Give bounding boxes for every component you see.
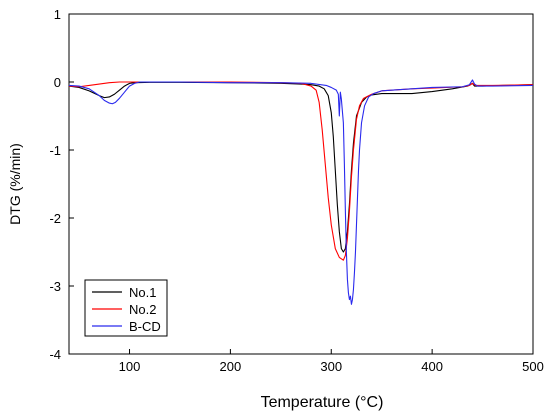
- legend-label-no-1: No.1: [129, 285, 156, 300]
- x-axis-label: Temperature (°C): [261, 394, 384, 411]
- x-tick-label: 200: [220, 359, 242, 374]
- series-lines: [68, 79, 534, 305]
- series-line-no-1: [68, 81, 534, 253]
- series-line-no-2: [68, 81, 534, 261]
- y-tick-label: -1: [49, 143, 61, 158]
- y-tick-label: -4: [49, 347, 61, 362]
- y-axis: 1 0 -1 -2 -3 -4: [49, 7, 74, 362]
- y-axis-label: DTG (%/min): [7, 143, 23, 225]
- legend-box: [84, 279, 168, 337]
- x-tick-label: 300: [320, 359, 342, 374]
- series-line-b-cd: [68, 79, 534, 305]
- x-tick-label: 500: [522, 359, 544, 374]
- y-tick-label: -2: [49, 211, 61, 226]
- x-tick-label: 400: [421, 359, 443, 374]
- legend: No.1 No.2 B-CD: [84, 279, 168, 337]
- x-axis: 100 200 300 400 500: [119, 349, 544, 374]
- y-tick-label: -3: [49, 279, 61, 294]
- legend-items: No.1 No.2 B-CD: [92, 285, 161, 334]
- y-tick-label: 1: [54, 7, 61, 22]
- plot-frame: [68, 13, 534, 355]
- legend-label-b-cd: B-CD: [129, 319, 161, 334]
- legend-label-no-2: No.2: [129, 302, 156, 317]
- x-tick-label: 100: [119, 359, 141, 374]
- y-tick-label: 0: [54, 75, 61, 90]
- plot-area-border: [68, 13, 534, 355]
